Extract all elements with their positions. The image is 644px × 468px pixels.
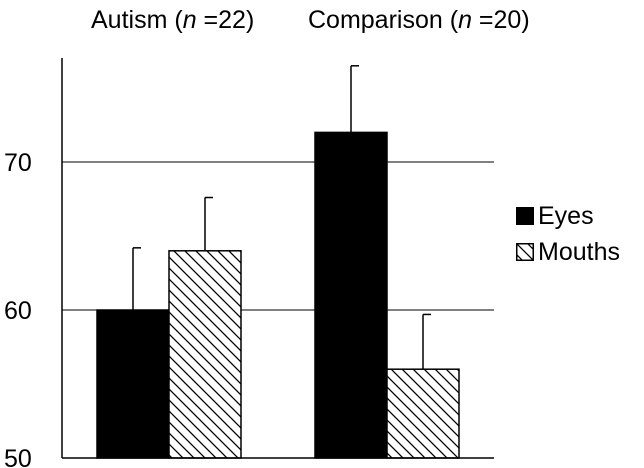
- bar-mouths-0: [168, 250, 242, 459]
- group-title-count: =20): [471, 6, 530, 34]
- group-title-count: =22): [196, 6, 255, 34]
- legend-item-eyes: Eyes: [516, 198, 620, 234]
- bars: [96, 65, 460, 459]
- y-tick-label-50: 50: [4, 445, 32, 468]
- legend-swatch-mouths: [516, 243, 534, 261]
- legend-label-eyes: Eyes: [538, 201, 594, 230]
- bar-eyes-1: [314, 131, 388, 459]
- group-title-text: Comparison (: [308, 6, 459, 34]
- bar-eyes-0: [96, 309, 170, 459]
- legend-swatch-eyes: [516, 207, 534, 225]
- axes: 50 60 70: [4, 58, 494, 468]
- group-title-n: n: [182, 6, 197, 34]
- y-tick-label-60: 60: [4, 297, 32, 325]
- group-title-comparison: Comparison (n =20): [308, 6, 530, 35]
- y-tick-label-70: 70: [4, 149, 32, 177]
- bar-mouths-1: [386, 368, 460, 459]
- group-title-n: n: [458, 6, 472, 34]
- group-title-text: Autism (: [91, 6, 183, 34]
- legend: Eyes Mouths: [516, 198, 620, 270]
- group-title-autism: Autism (n =22): [91, 6, 254, 35]
- legend-item-mouths: Mouths: [516, 234, 620, 270]
- gridlines: [62, 161, 494, 311]
- legend-label-mouths: Mouths: [538, 237, 620, 266]
